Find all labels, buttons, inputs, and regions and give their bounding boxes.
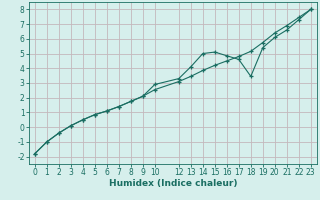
X-axis label: Humidex (Indice chaleur): Humidex (Indice chaleur) [108, 179, 237, 188]
